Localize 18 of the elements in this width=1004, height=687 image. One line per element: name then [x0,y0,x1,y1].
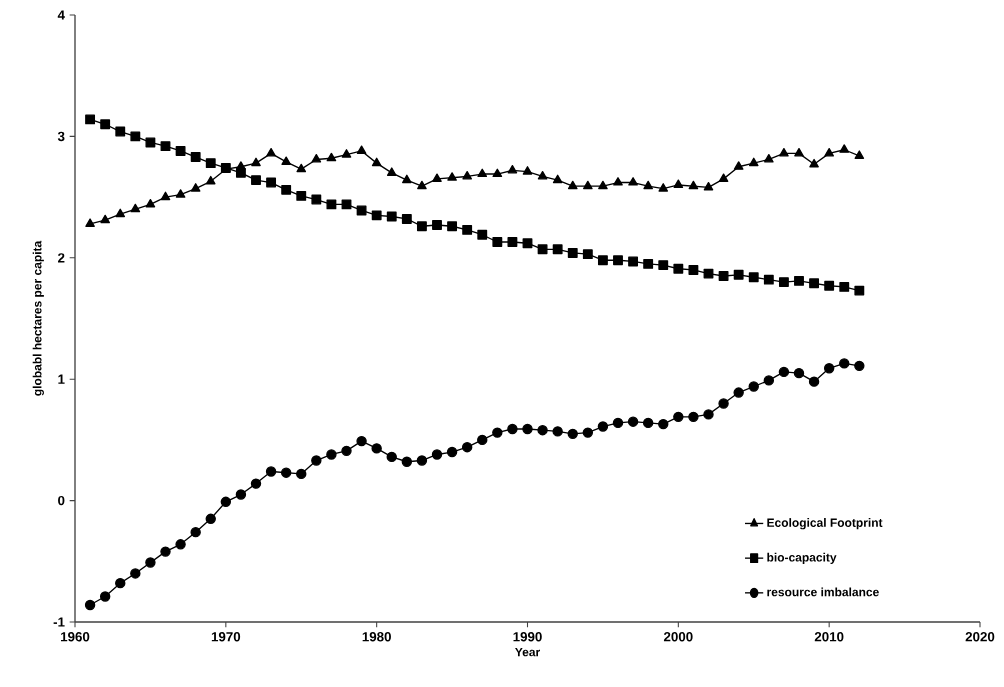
x-tick-label: 1960 [61,632,90,642]
legend-label: bio-capacity [767,552,837,564]
x-tick-label: 2020 [965,632,995,642]
y-tick-label: -1 [53,617,65,627]
x-tick-label: 2010 [814,632,844,642]
y-tick-label: 4 [57,10,65,20]
y-tick-label: 2 [58,253,65,263]
y-tick-label: 0 [58,495,65,506]
legend-label: Ecological Footprint [767,518,883,530]
x-tick-label: 1990 [513,632,542,642]
x-tick-label: 2000 [663,632,693,642]
legend-label: resource imbalance [767,587,879,597]
x-axis-title: Year [515,647,540,657]
x-tick-label: 1970 [211,632,241,642]
y-tick-label: 3 [57,131,65,142]
x-tick-label: 1980 [362,632,391,642]
y-axis-title: globabl hectares per capita [32,240,44,396]
y-tick-label: 1 [58,374,65,384]
